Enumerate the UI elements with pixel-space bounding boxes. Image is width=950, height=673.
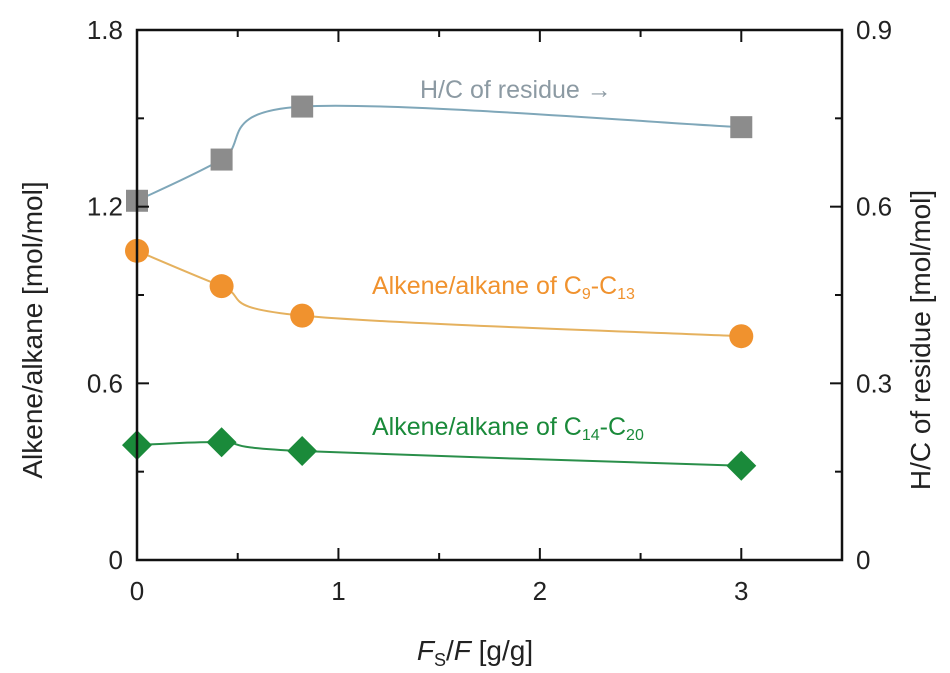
square-marker xyxy=(291,95,314,118)
y-axis-right-title: H/C of residue [mol/mol] xyxy=(905,190,936,490)
x-tick-label: 0 xyxy=(130,576,144,606)
x-axis-title: FS/F [g/g] xyxy=(417,635,533,670)
annotation-c14-prefix: Alkene/alkane of C xyxy=(372,413,582,441)
circle-marker xyxy=(209,274,234,299)
axis-ticks: 0 1 2 3 0 0.6 1.2 1.8 0 0.3 0.6 0.9 xyxy=(87,15,892,606)
x-tick-label: 2 xyxy=(533,576,547,606)
x-tick-label: 3 xyxy=(734,576,748,606)
annotation-c14-dash: -C xyxy=(600,413,626,441)
square-marker xyxy=(210,148,233,171)
square-marker xyxy=(730,116,753,139)
diamond-marker xyxy=(726,450,757,481)
annotation-hc-residue: H/C of residue → xyxy=(420,76,612,104)
series-line-2 xyxy=(136,441,742,467)
x-axis-title-f: F xyxy=(417,635,436,666)
annotation-c9-c13: Alkene/alkane of C9-C13 xyxy=(372,272,635,303)
trend-lines xyxy=(136,104,742,467)
annotation-c9-sub2: 13 xyxy=(617,286,635,303)
annotation-c14-sub1: 14 xyxy=(582,427,600,444)
y-right-tick-label: 0.9 xyxy=(856,15,892,45)
y-right-tick-label: 0.3 xyxy=(856,368,892,398)
x-axis-title-unit: [g/g] xyxy=(471,635,533,666)
y-axis-left-title: Alkene/alkane [mol/mol] xyxy=(17,181,48,478)
x-axis-title-slash: / xyxy=(446,635,454,666)
y-right-tick-label: 0.6 xyxy=(856,192,892,222)
x-tick-label: 1 xyxy=(331,576,345,606)
y-left-tick-label: 0.6 xyxy=(87,368,123,398)
annotation-c9-sub1: 9 xyxy=(582,286,591,303)
y-right-tick-label: 0 xyxy=(856,545,870,575)
annotation-c14-sub2: 20 xyxy=(626,427,644,444)
x-axis-title-f2: F xyxy=(454,635,473,666)
y-left-tick-label: 0 xyxy=(109,545,123,575)
diamond-marker xyxy=(206,427,237,458)
series-line-0 xyxy=(136,104,742,202)
annotation-c9-dash: -C xyxy=(591,272,617,300)
y-left-tick-label: 1.2 xyxy=(87,192,123,222)
y-left-tick-label: 1.8 xyxy=(87,15,123,45)
annotation-c9-prefix: Alkene/alkane of C xyxy=(372,272,582,300)
x-axis-title-sub: S xyxy=(434,650,446,670)
circle-marker xyxy=(729,324,754,349)
series-line-1 xyxy=(136,249,742,338)
diamond-marker xyxy=(287,436,318,467)
annotation-c14-c20: Alkene/alkane of C14-C20 xyxy=(372,413,644,444)
data-markers xyxy=(122,95,757,481)
circle-marker xyxy=(290,303,315,328)
